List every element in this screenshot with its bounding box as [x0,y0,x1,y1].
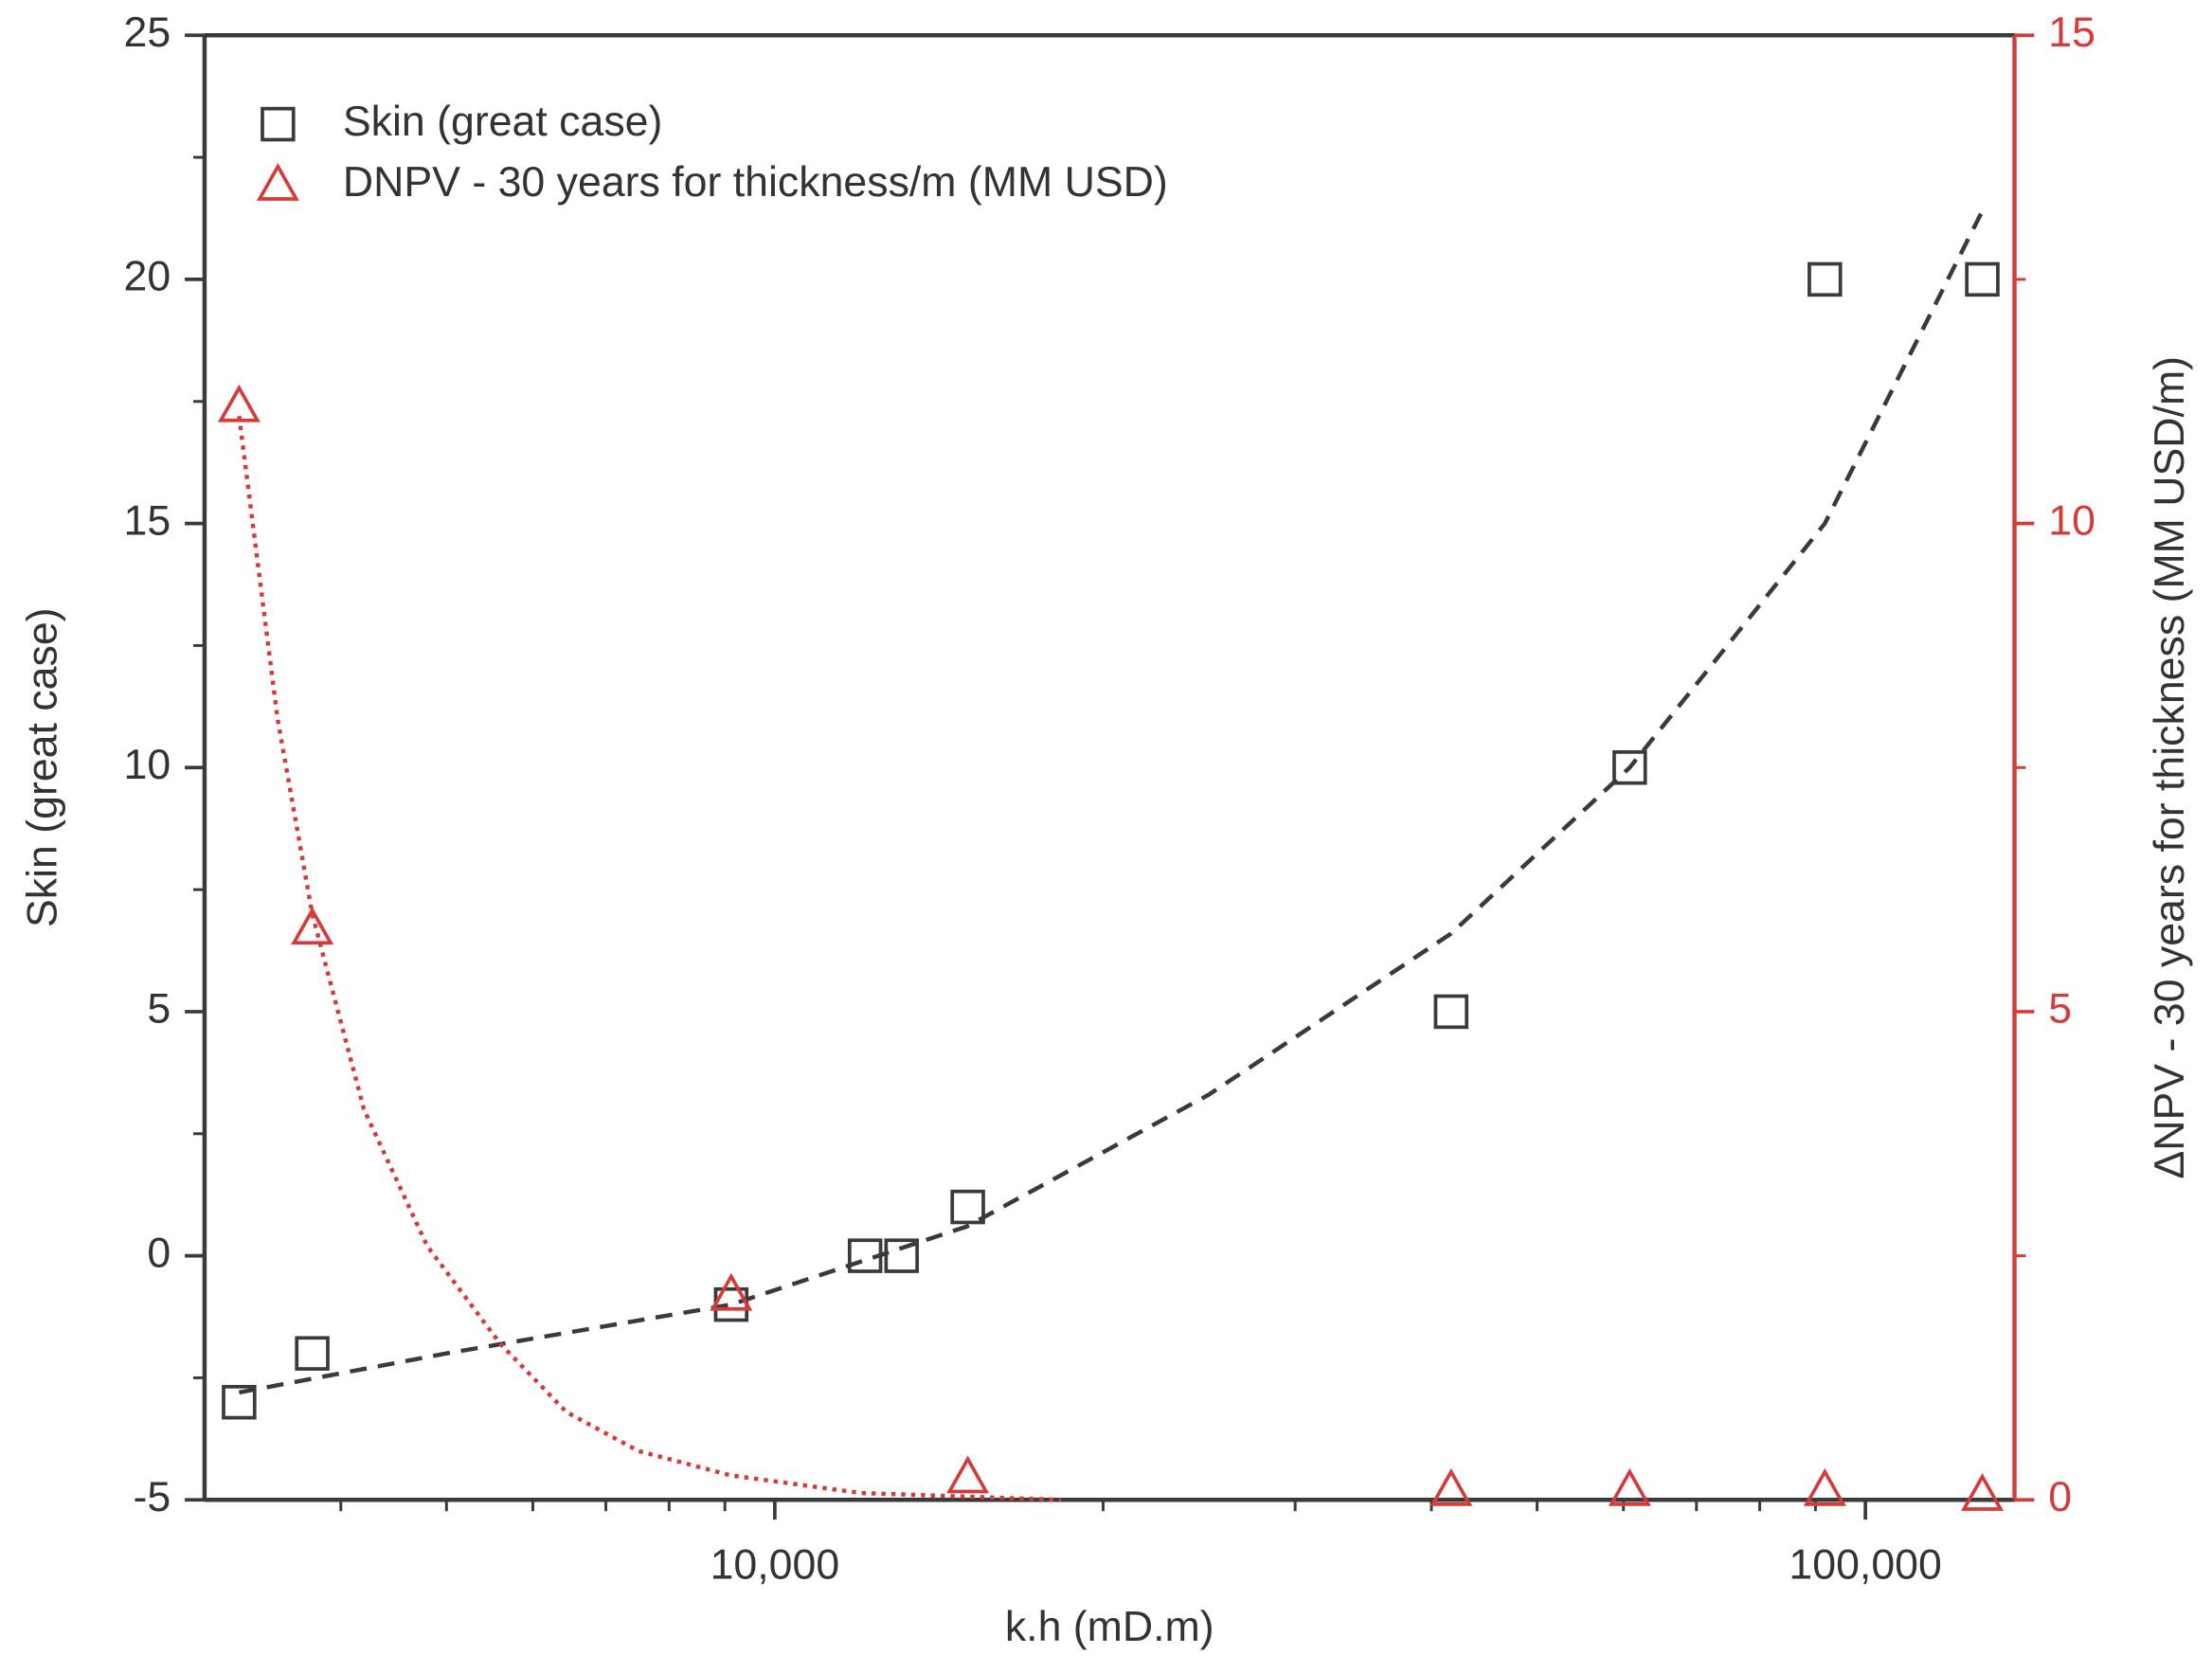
legend-label: DNPV - 30 years for thickness/m (MM USD) [343,159,1168,206]
y2-tick-label: 10 [2048,497,2095,544]
y-tick-label: 20 [124,254,171,300]
x-tick-label: 100,000 [1789,1542,1941,1589]
data-point [1807,261,1843,297]
legend-symbol [261,106,296,142]
data-point [222,1384,257,1420]
data-point [1965,261,2000,297]
y2-tick-label: 5 [2048,986,2072,1033]
data-point [847,1238,883,1273]
y-tick-label: -5 [133,1474,171,1520]
y-tick-label: 10 [124,742,171,788]
fit-line [238,209,1985,1395]
y-tick-label: 15 [124,497,171,544]
fit-line [237,415,1062,1502]
data-point [1608,1467,1651,1506]
x-axis-title: k.h (mD.m) [1005,1604,1214,1650]
data-point [217,384,261,422]
data-point [710,1272,753,1311]
data-point [1433,994,1469,1030]
data-point [950,1189,985,1225]
data-point [295,1336,330,1371]
y-axis-title: Skin (great case) [19,607,65,927]
data-point [884,1238,919,1273]
y-tick-label: 25 [124,9,171,56]
data-point [291,907,334,945]
y-tick-label: 5 [147,986,171,1033]
x-tick-label: 10,000 [710,1542,840,1589]
y2-tick-label: 0 [2048,1474,2072,1520]
data-point [1961,1472,2005,1511]
data-point [1803,1467,1846,1506]
legend-label: Skin (great case) [343,99,663,145]
y2-axis-title: ΔNPV - 30 years for thickness (MM USD/m) [2147,356,2193,1179]
y-tick-label: 0 [147,1230,171,1276]
data-point [1612,750,1647,785]
legend-symbol [256,162,299,201]
data-point [1430,1467,1473,1506]
data-point [946,1455,990,1494]
y2-tick-label: 15 [2048,9,2095,56]
